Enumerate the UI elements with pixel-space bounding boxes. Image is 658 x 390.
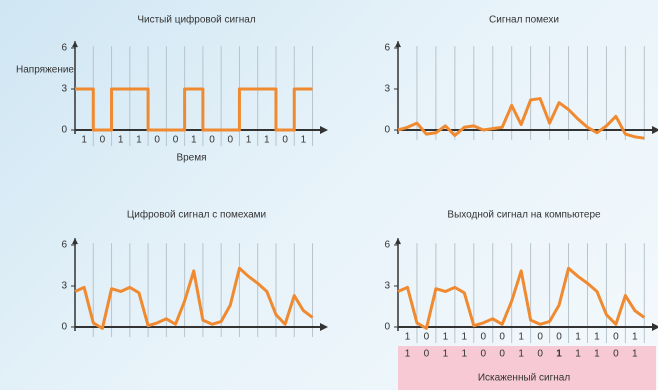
received-bit: 1: [594, 349, 600, 360]
bit-label: 1: [575, 332, 581, 343]
received-bit: 0: [613, 349, 619, 360]
x-arrow: [320, 126, 328, 134]
signal-line: [397, 266, 646, 330]
bit-label: 0: [154, 135, 160, 146]
x-arrow: [652, 126, 658, 134]
chart-title: Чистый цифровой сигнал: [137, 14, 255, 26]
signal-line: [75, 87, 313, 132]
pink-band: [398, 346, 656, 390]
chart-title: Цифровой сигнал с помехами: [127, 209, 266, 221]
signal-line: [74, 266, 314, 330]
y-tick-label: 3: [61, 84, 67, 95]
chart-title: Сигнал помехи: [489, 15, 559, 26]
bit-label: 0: [100, 135, 106, 146]
y-arrow: [395, 238, 401, 245]
received-bit: 1: [443, 349, 449, 360]
bit-label: 1: [136, 135, 142, 146]
y-tick-label: 6: [61, 43, 67, 54]
y-tick-label: 6: [384, 240, 390, 251]
bit-label: 1: [246, 135, 252, 146]
y-tick-label: 3: [384, 281, 390, 292]
bit-label: 0: [499, 332, 505, 343]
bit-label: 0: [173, 135, 179, 146]
bit-label: 1: [405, 332, 411, 343]
bit-label: 0: [556, 332, 562, 343]
y-arrow: [72, 41, 78, 48]
received-bit: 1: [575, 349, 581, 360]
bit-label: 0: [228, 135, 234, 146]
y-tick-label: 0: [384, 125, 390, 136]
bit-label: 1: [264, 135, 270, 146]
bit-label: 1: [443, 332, 449, 343]
received-bit: 1: [556, 349, 562, 360]
received-bit: 0: [537, 349, 543, 360]
y-tick-label: 6: [61, 240, 67, 251]
bit-label: 1: [594, 332, 600, 343]
received-label: Искаженный сигнал: [478, 373, 571, 384]
bit-label: 0: [424, 332, 430, 343]
bit-label: 0: [282, 135, 288, 146]
x-arrow: [652, 323, 658, 331]
received-bit: 1: [632, 349, 638, 360]
received-bit: 0: [424, 349, 430, 360]
bit-label: 1: [81, 135, 87, 146]
bit-label: 1: [462, 332, 468, 343]
y-arrow: [395, 41, 401, 48]
y-axis-label: Напряжение: [16, 65, 74, 76]
signal-line: [397, 97, 645, 140]
x-arrow: [320, 323, 328, 331]
y-tick-label: 6: [384, 43, 390, 54]
x-axis-label: Время: [176, 153, 206, 164]
bit-label: 1: [118, 135, 124, 146]
bit-label: 0: [537, 332, 543, 343]
received-bit: 1: [462, 349, 468, 360]
bit-label: 1: [191, 135, 197, 146]
y-arrow: [72, 238, 78, 245]
bit-label: 1: [632, 332, 638, 343]
bit-label: 0: [209, 135, 215, 146]
chart-title: Выходной сигнал на компьютере: [447, 210, 601, 221]
y-tick-label: 0: [384, 322, 390, 333]
bit-label: 0: [480, 332, 486, 343]
received-bit: 1: [518, 349, 524, 360]
received-bit: 0: [480, 349, 486, 360]
bit-label: 1: [301, 135, 307, 146]
y-tick-label: 3: [384, 84, 390, 95]
bit-label: 0: [613, 332, 619, 343]
y-tick-label: 0: [61, 125, 67, 136]
bit-label: 1: [518, 332, 524, 343]
y-tick-label: 0: [61, 322, 67, 333]
received-bit: 0: [499, 349, 505, 360]
received-bit: 1: [405, 349, 411, 360]
y-tick-label: 3: [61, 281, 67, 292]
